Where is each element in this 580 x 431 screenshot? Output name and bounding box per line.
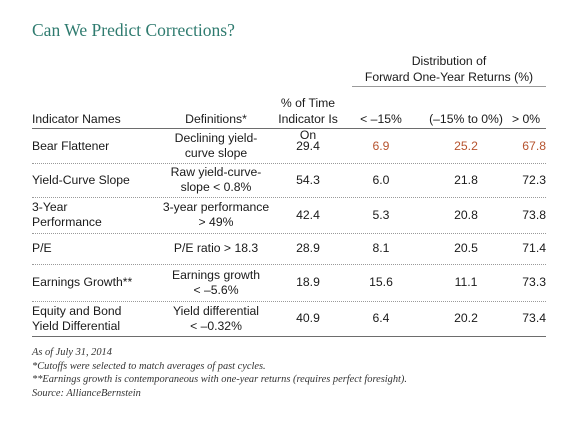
row-divider [32, 163, 546, 164]
table-row: Equity and Bond Yield Differential Yield d… [32, 301, 546, 336]
return-above-0: 67.8 [522, 138, 546, 153]
header-pct-time: % of Time Indicator Is On [272, 95, 344, 143]
definition-line: curve slope [184, 146, 248, 160]
definition: 3-year performance > 49% [152, 200, 280, 230]
pct-time-on: 28.9 [296, 241, 320, 255]
indicator-name: Equity and Bond Yield Differential [32, 304, 152, 334]
return-neg15-to-0: 20.8 [454, 207, 478, 222]
definition: Raw yield-curve-slope < 0.8% [152, 165, 280, 195]
definition-line: Declining yield- [174, 131, 258, 145]
indicator-name-line: 3-Year [32, 200, 68, 214]
return-below-neg15: 6.4 [372, 311, 390, 325]
indicator-name-line: Earnings Growth** [32, 275, 133, 289]
definition-line: P/E ratio > 18.3 [173, 241, 259, 255]
indicator-name-line: Bear Flattener [32, 138, 110, 153]
row-divider [32, 264, 546, 265]
pct-time-on: 29.4 [296, 138, 320, 153]
pct-time-on: 40.9 [296, 311, 320, 325]
footnotes: As of July 31, 2014 *Cutoffs were select… [32, 346, 407, 400]
indicator-name: 3-Year Performance [32, 200, 152, 230]
indicator-name-line: Performance [32, 215, 102, 229]
pct-time-on: 18.9 [296, 275, 320, 289]
return-above-0: 73.3 [522, 275, 546, 289]
footnote-date: As of July 31, 2014 [32, 347, 112, 358]
definition-line: Raw yield-curve- [170, 165, 262, 179]
definition-line: Yield differential [172, 303, 260, 318]
row-divider [32, 301, 546, 302]
return-neg15-to-0: 21.8 [454, 172, 478, 187]
indicator-name-line: Yield Differential [32, 318, 121, 333]
indicator-name: P/E [32, 241, 152, 256]
header-return-above-0: > 0% [512, 112, 541, 126]
return-above-0: 71.4 [522, 241, 546, 255]
return-below-neg15: 6.0 [372, 172, 390, 187]
footnote-source: Source: AllianceBernstein [32, 387, 141, 399]
indicator-name-line: Equity and Bond [32, 303, 122, 318]
indicator-name: Yield-Curve Slope [32, 173, 152, 188]
definition: Declining yield-curve slope [152, 131, 280, 161]
pct-time-on: 54.3 [296, 172, 320, 187]
return-below-neg15: 15.6 [369, 275, 393, 289]
header-indicator-names: Indicator Names [32, 112, 121, 126]
return-above-0: 73.8 [522, 207, 546, 222]
table-bottom-rule [32, 336, 546, 337]
return-below-neg15: 6.9 [372, 138, 390, 153]
header-rule [32, 128, 546, 129]
returns-group-header: Distribution of Forward One-Year Returns… [352, 53, 546, 85]
definition-line: < –0.32% [190, 318, 242, 333]
return-neg15-to-0: 20.5 [454, 241, 478, 255]
definition-line: > 49% [198, 215, 234, 229]
definition: Earnings growth < –5.6% [152, 268, 280, 298]
definition: Yield differential < –0.32% [152, 304, 280, 334]
indicator-name-line: Yield-Curve Slope [32, 172, 130, 187]
row-divider [32, 197, 546, 198]
indicator-name: Earnings Growth** [32, 275, 152, 290]
indicator-name: Bear Flattener [32, 139, 152, 154]
definition-line: Earnings growth [171, 267, 261, 282]
header-return-neg15-to-0: (–15% to 0%) [429, 112, 503, 126]
return-neg15-to-0: 20.2 [454, 311, 478, 325]
definition-line: < –5.6% [193, 282, 239, 297]
returns-group-header-line-2: Forward One-Year Returns (%) [364, 70, 534, 84]
definition-line: slope < 0.8% [180, 180, 252, 194]
table-row: 3-Year Performance 3-year performance > 49%… [32, 197, 546, 233]
table-row: Bear Flattener Declining yield-curve slop… [32, 129, 546, 163]
page-title: Can We Predict Corrections? [32, 20, 235, 40]
group-header-underline [352, 86, 546, 87]
header-return-below-neg15: < –15% [360, 112, 402, 126]
return-neg15-to-0: 11.1 [454, 275, 478, 289]
header-pct-time-line-1: % of Time [280, 96, 336, 110]
return-above-0: 73.4 [522, 311, 546, 325]
footnote-cutoffs: *Cutoffs were selected to match averages… [32, 360, 266, 372]
table-row: Earnings Growth** Earnings growth < –5.6% 1… [32, 264, 546, 301]
definition: P/E ratio > 18.3 [152, 241, 280, 256]
returns-group-header-line-1: Distribution of [411, 54, 487, 68]
return-above-0: 72.3 [522, 172, 546, 187]
pct-time-on: 42.4 [296, 207, 320, 222]
table-row: Yield-Curve Slope Raw yield-curve-slope <… [32, 163, 546, 197]
return-neg15-to-0: 25.2 [454, 138, 478, 153]
definition-line: 3-year performance [162, 200, 270, 214]
indicator-name-line: P/E [32, 241, 52, 255]
row-divider [32, 233, 546, 234]
return-below-neg15: 8.1 [372, 241, 390, 255]
footnote-earnings: **Earnings growth is contemporaneous wit… [32, 374, 407, 386]
table-row: P/E P/E ratio > 18.3 28.9 8.1 20.5 71.4 [32, 233, 546, 264]
return-below-neg15: 5.3 [372, 207, 390, 222]
header-pct-time-line-2: Indicator Is On [278, 112, 338, 142]
header-definitions: Definitions* [185, 112, 247, 126]
